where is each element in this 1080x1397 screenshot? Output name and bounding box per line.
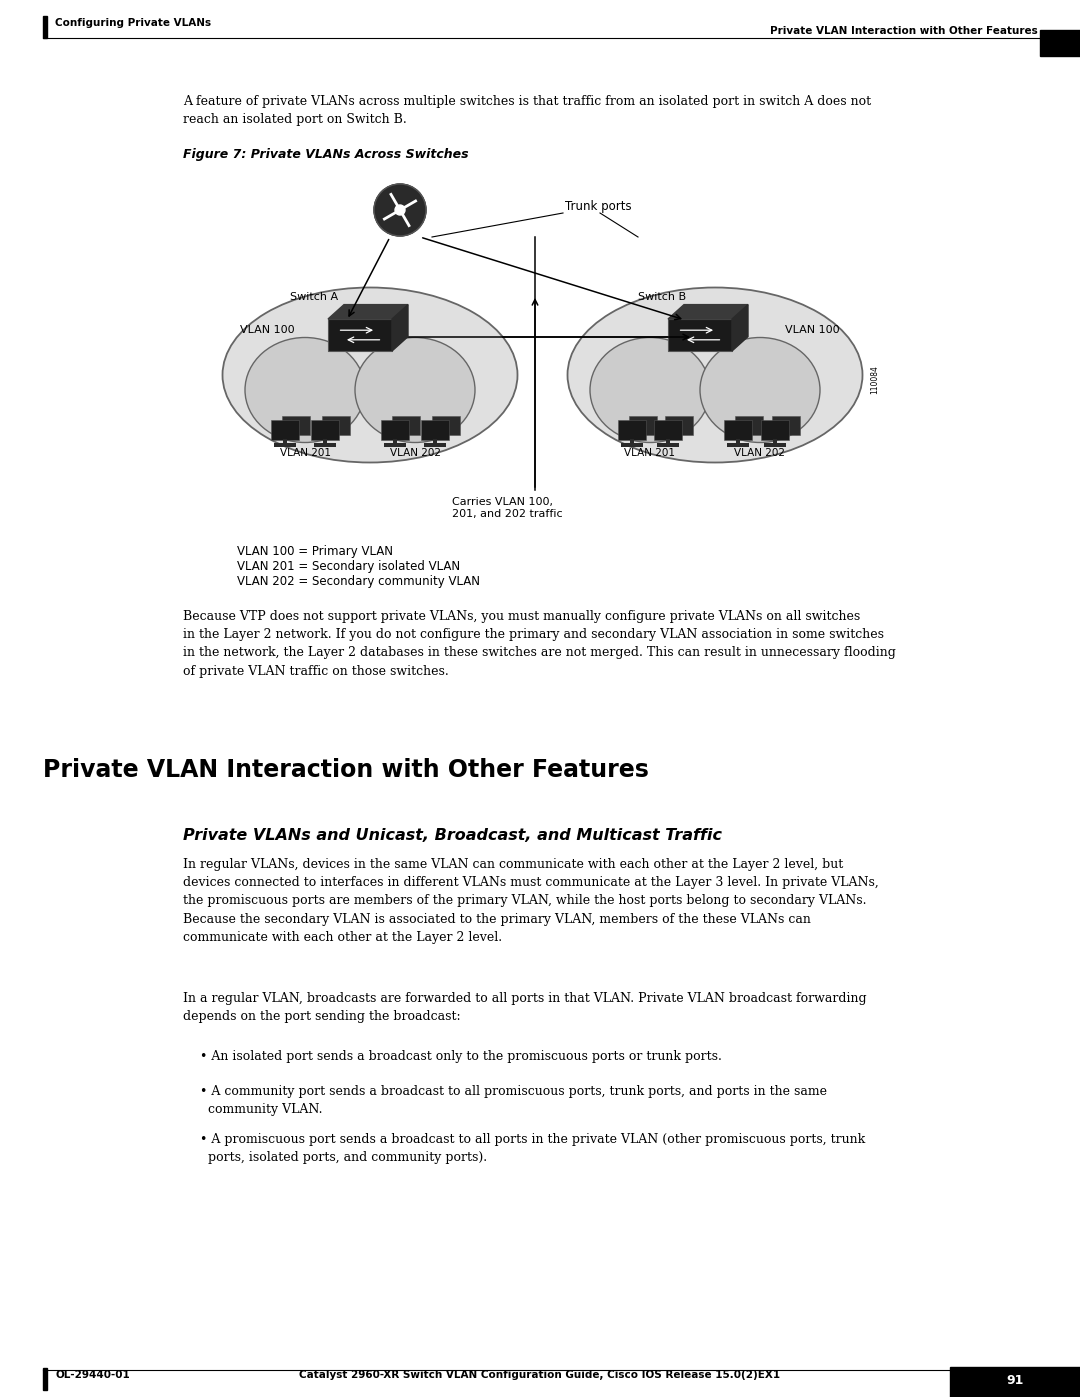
Bar — [322, 416, 350, 436]
Text: Private VLAN Interaction with Other Features: Private VLAN Interaction with Other Feat… — [43, 759, 649, 782]
Text: VLAN 100 = Primary VLAN: VLAN 100 = Primary VLAN — [237, 545, 393, 557]
Bar — [328, 319, 392, 351]
Text: 91: 91 — [1007, 1375, 1024, 1387]
Bar — [772, 416, 800, 436]
Text: Configuring Private VLANs: Configuring Private VLANs — [55, 18, 211, 28]
Bar — [393, 439, 397, 444]
Circle shape — [374, 184, 426, 236]
Polygon shape — [392, 305, 408, 351]
Text: VLAN 201: VLAN 201 — [280, 448, 330, 458]
Ellipse shape — [245, 338, 365, 443]
Bar — [43, 1368, 48, 1390]
Ellipse shape — [590, 338, 710, 443]
Ellipse shape — [222, 288, 517, 462]
Bar — [666, 439, 670, 444]
Text: Private VLANs and Unicast, Broadcast, and Multicast Traffic: Private VLANs and Unicast, Broadcast, an… — [183, 828, 723, 842]
Ellipse shape — [700, 338, 820, 443]
Bar — [950, 1368, 1080, 1397]
Bar — [392, 416, 420, 436]
Bar — [665, 416, 693, 436]
Text: VLAN 100: VLAN 100 — [785, 326, 840, 335]
Bar — [735, 439, 740, 444]
Bar — [282, 416, 310, 436]
Text: Trunk ports: Trunk ports — [565, 200, 632, 212]
Text: A feature of private VLANs across multiple switches is that traffic from an isol: A feature of private VLANs across multip… — [183, 95, 872, 126]
Bar — [271, 420, 299, 440]
Bar — [433, 439, 437, 444]
Text: In regular VLANs, devices in the same VLAN can communicate with each other at th: In regular VLANs, devices in the same VL… — [183, 858, 879, 944]
Text: Catalyst 2960-XR Switch VLAN Configuration Guide, Cisco IOS Release 15.0(2)EX1: Catalyst 2960-XR Switch VLAN Configurati… — [299, 1370, 781, 1380]
Text: • A promiscuous port sends a broadcast to all ports in the private VLAN (other p: • A promiscuous port sends a broadcast t… — [200, 1133, 865, 1164]
Bar — [761, 420, 789, 440]
Text: VLAN 202: VLAN 202 — [734, 448, 785, 458]
Bar — [669, 319, 732, 351]
Bar — [735, 416, 764, 436]
Bar — [383, 443, 406, 447]
Text: • A community port sends a broadcast to all promiscuous ports, trunk ports, and : • A community port sends a broadcast to … — [200, 1085, 827, 1116]
Bar — [381, 420, 409, 440]
Bar — [727, 443, 750, 447]
Text: VLAN 100: VLAN 100 — [240, 326, 295, 335]
Text: In a regular VLAN, broadcasts are forwarded to all ports in that VLAN. Private V: In a regular VLAN, broadcasts are forwar… — [183, 992, 866, 1023]
Polygon shape — [732, 305, 748, 351]
Text: VLAN 201 = Secondary isolated VLAN: VLAN 201 = Secondary isolated VLAN — [237, 560, 460, 573]
Text: Carries VLAN 100,
201, and 202 traffic: Carries VLAN 100, 201, and 202 traffic — [453, 497, 563, 520]
Bar — [432, 416, 460, 436]
Bar — [654, 420, 681, 440]
Text: • An isolated port sends a broadcast only to the promiscuous ports or trunk port: • An isolated port sends a broadcast onl… — [200, 1051, 721, 1063]
Circle shape — [395, 205, 405, 215]
Bar — [621, 443, 644, 447]
Text: Switch B: Switch B — [638, 292, 686, 302]
Bar — [618, 420, 646, 440]
Bar — [421, 420, 449, 440]
Bar — [283, 439, 287, 444]
Polygon shape — [328, 305, 408, 319]
Bar — [323, 439, 327, 444]
Bar — [764, 443, 786, 447]
Ellipse shape — [567, 288, 863, 462]
Text: VLAN 201: VLAN 201 — [624, 448, 675, 458]
Bar — [630, 416, 658, 436]
Bar — [630, 439, 634, 444]
Text: Switch A: Switch A — [291, 292, 338, 302]
Bar — [311, 420, 339, 440]
Bar — [724, 420, 752, 440]
Bar — [423, 443, 446, 447]
Text: Because VTP does not support private VLANs, you must manually configure private : Because VTP does not support private VLA… — [183, 610, 896, 678]
Bar — [274, 443, 296, 447]
Text: VLAN 202: VLAN 202 — [390, 448, 441, 458]
Text: VLAN 202 = Secondary community VLAN: VLAN 202 = Secondary community VLAN — [237, 576, 480, 588]
Ellipse shape — [355, 338, 475, 443]
Text: Private VLAN Interaction with Other Features: Private VLAN Interaction with Other Feat… — [770, 27, 1038, 36]
Polygon shape — [669, 305, 748, 319]
Text: OL-29440-01: OL-29440-01 — [55, 1370, 130, 1380]
Bar — [773, 439, 778, 444]
Bar — [314, 443, 336, 447]
Text: Figure 7: Private VLANs Across Switches: Figure 7: Private VLANs Across Switches — [183, 148, 469, 161]
Bar — [1040, 29, 1080, 56]
Bar — [43, 15, 48, 38]
Text: 110084: 110084 — [870, 366, 879, 394]
Bar — [657, 443, 679, 447]
